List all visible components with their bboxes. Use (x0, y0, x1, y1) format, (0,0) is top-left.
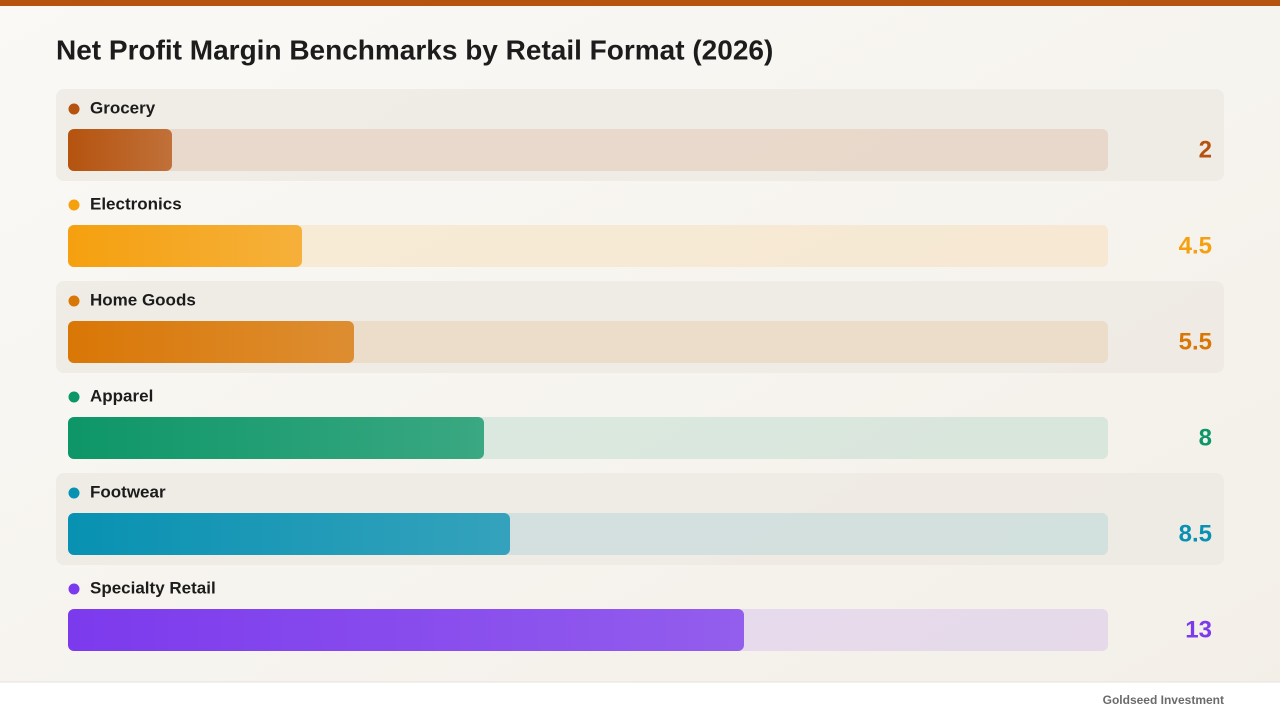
bar-track (68, 225, 1108, 267)
legend-dot (68, 487, 80, 499)
chart-title: Net Profit Margin Benchmarks by Retail F… (56, 34, 773, 65)
footer-text: Goldseed Investment (1103, 693, 1224, 707)
legend-dot (68, 295, 80, 307)
legend-dot (68, 103, 80, 115)
category-label: Electronics (90, 194, 182, 213)
bar-track (68, 129, 1108, 171)
value-label: 8 (1199, 424, 1212, 451)
bar (68, 609, 744, 651)
top-accent (0, 0, 1280, 6)
value-label: 8.5 (1179, 520, 1212, 547)
category-label: Specialty Retail (90, 578, 216, 597)
bar (68, 321, 354, 363)
bar (68, 129, 172, 171)
legend-dot (68, 199, 80, 211)
bar (68, 513, 510, 555)
value-label: 2 (1199, 136, 1212, 163)
bar (68, 417, 484, 459)
category-label: Home Goods (90, 290, 196, 309)
category-label: Footwear (90, 482, 166, 501)
category-label: Apparel (90, 386, 153, 405)
row-background (56, 89, 1224, 181)
legend-dot (68, 391, 80, 403)
legend-dot (68, 583, 80, 595)
value-label: 4.5 (1179, 232, 1212, 259)
footer-band (0, 682, 1280, 720)
value-label: 5.5 (1179, 328, 1212, 355)
value-label: 13 (1185, 616, 1212, 643)
category-label: Grocery (90, 98, 156, 117)
bar (68, 225, 302, 267)
